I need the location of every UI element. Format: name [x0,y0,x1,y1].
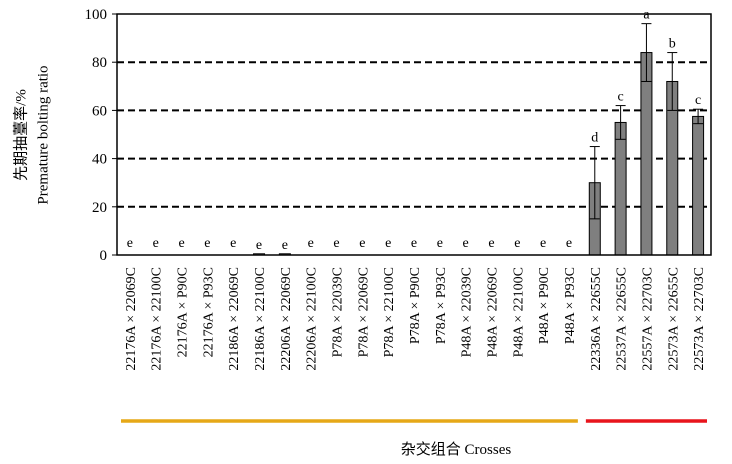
x-tick-label: P48A × P93C [563,267,578,344]
x-tick-label: P48A × 22069C [485,267,500,357]
significance-letter: e [282,238,288,253]
x-tick-label: P78A × 22069C [356,267,371,357]
x-tick-labels: 22176A × 22069C 22176A × 22100C 22176A × P… [124,267,707,371]
x-tick-label: 22206A × 22069C [279,267,294,371]
x-tick-label: 22573A × 22703C [692,267,707,371]
x-axis-title-wrap: 杂交组合 Crosses [0,438,732,459]
x-tick-label: 22573A × 22655C [666,267,681,371]
significance-letter: e [566,236,572,251]
axes-group [116,13,712,256]
significance-letter: e [230,236,236,251]
significance-letter: b [669,37,676,52]
plot-frame [116,13,712,256]
significance-letter: a [643,8,650,23]
significance-letter: c [695,93,701,108]
x-tick-label: 22186A × 22069C [227,267,242,371]
x-tick-label: 22176A × 22069C [124,267,139,371]
x-axis-title: 杂交组合 Crosses [400,442,512,458]
y-axis-label-en: Premature bolting ratio [35,65,52,205]
y-tick-label: 100 [85,7,108,23]
x-tick-label: 22186A × 22100C [253,267,268,371]
significance-letter: e [488,236,494,251]
bars-group [253,23,705,256]
significance-letters: e e e e e e e e e e e e e e e e e e d c a b c [127,8,701,253]
y-tick-label: 80 [92,55,107,71]
bar [692,115,705,256]
x-tick-label: 22176A × P90C [176,267,191,357]
significance-letter: e [463,236,469,251]
significance-letter: c [617,90,623,105]
significance-letter: e [178,236,184,251]
significance-letter: e [359,236,365,251]
x-tick-label: 22557A × 22703C [640,267,655,371]
significance-letter: e [411,236,417,251]
x-tick-label: 22537A × 22655C [615,267,630,371]
significance-letter: e [127,236,133,251]
x-tick-label: P78A × 22039C [331,267,346,357]
bar [640,52,653,256]
y-tick-labels: 0 20 40 60 80 100 [85,7,117,264]
significance-letter: e [308,236,314,251]
x-tick-label: P78A × 22100C [382,267,397,357]
x-tick-label: P78A × P93C [434,267,449,344]
significance-letter: e [437,236,443,251]
significance-letter: e [385,236,391,251]
y-tick-label: 60 [92,103,107,119]
x-tick-label: P48A × 22100C [511,267,526,357]
x-tick-label: 22176A × 22100C [150,267,165,371]
y-tick-label: 20 [92,200,107,216]
x-tick-label: P48A × P90C [537,267,552,344]
significance-letter: e [204,236,210,251]
significance-letter: e [153,236,159,251]
significance-letter: e [333,236,339,251]
significance-letter: e [256,238,262,253]
x-tick-label: 22206A × 22100C [305,267,320,371]
bar [614,121,627,256]
significance-letter: e [514,236,520,251]
y-tick-label: 40 [92,152,107,168]
grid-lines [117,61,711,208]
x-tick-label: 22336A × 22655C [589,267,604,371]
x-tick-label: 22176A × P93C [201,267,216,357]
significance-letter: d [591,131,598,146]
significance-letter: e [540,236,546,251]
y-tick-label: 0 [100,248,108,264]
y-axis-label-cn: 先期抽薹率/% [13,89,30,181]
x-tick-label: P78A × P90C [408,267,423,344]
x-tick-label: P48A × 22039C [460,267,475,357]
